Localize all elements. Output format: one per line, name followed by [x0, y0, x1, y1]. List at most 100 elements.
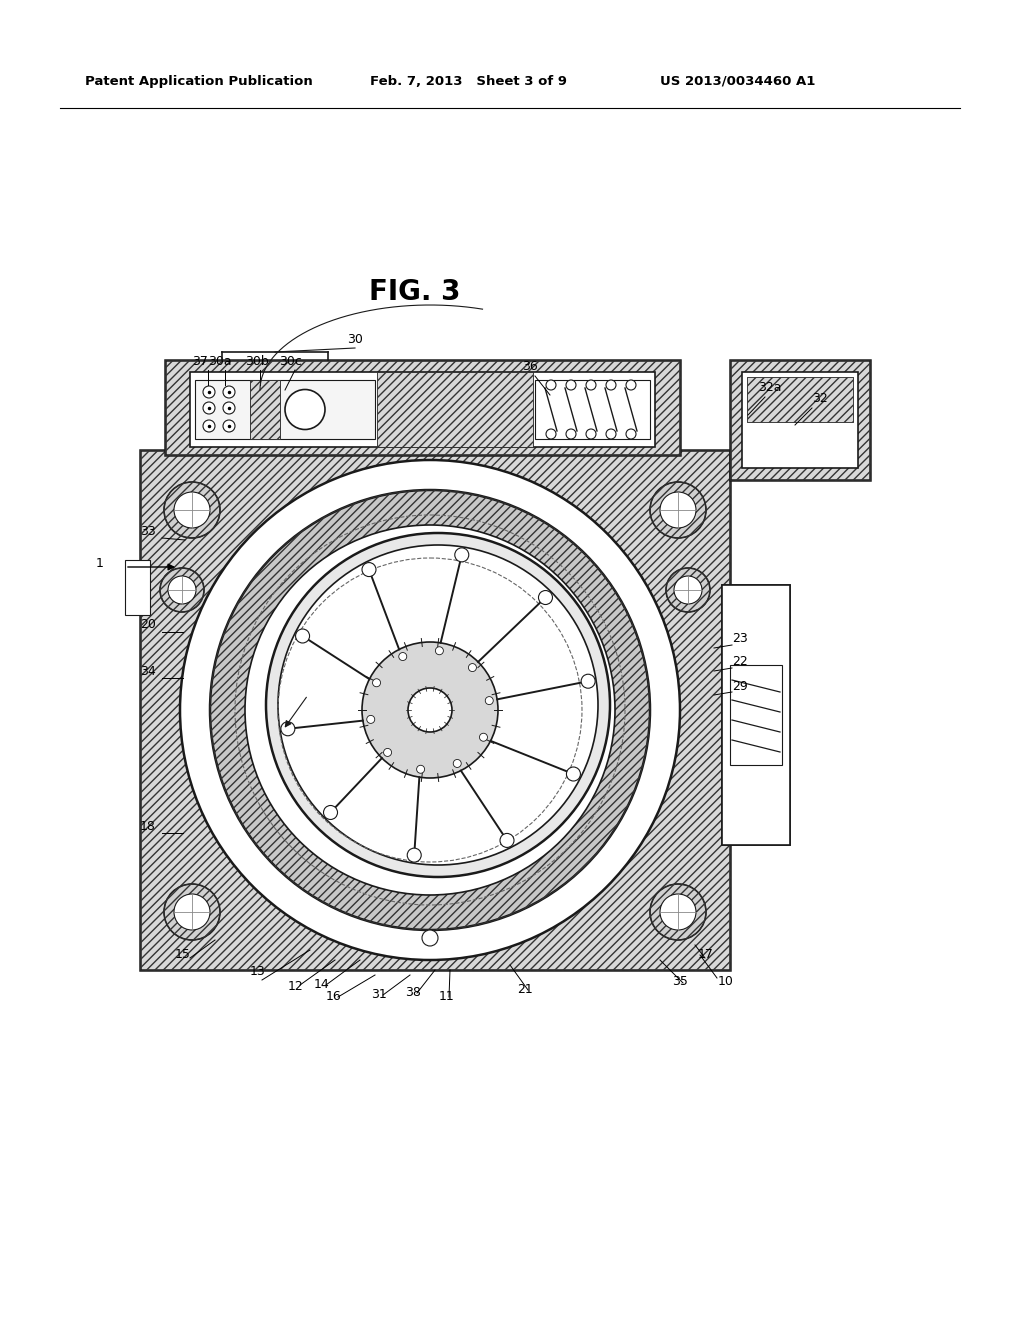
- Circle shape: [500, 833, 514, 847]
- Circle shape: [223, 385, 234, 399]
- Circle shape: [566, 380, 575, 389]
- Bar: [722, 585, 790, 845]
- Circle shape: [245, 525, 615, 895]
- Text: 20: 20: [140, 618, 156, 631]
- Bar: [377, 372, 534, 447]
- Text: Patent Application Publication: Patent Application Publication: [85, 75, 312, 88]
- Text: 37: 37: [193, 355, 208, 368]
- Circle shape: [160, 568, 204, 612]
- Circle shape: [164, 884, 220, 940]
- Text: 32: 32: [812, 392, 827, 405]
- Text: Feb. 7, 2013   Sheet 3 of 9: Feb. 7, 2013 Sheet 3 of 9: [370, 75, 567, 88]
- Text: US 2013/0034460 A1: US 2013/0034460 A1: [660, 75, 815, 88]
- Bar: [742, 372, 858, 469]
- Text: 21: 21: [517, 983, 532, 997]
- Circle shape: [362, 642, 498, 777]
- Text: 23: 23: [732, 632, 748, 645]
- Circle shape: [566, 767, 581, 781]
- Circle shape: [435, 647, 443, 655]
- Bar: [190, 372, 655, 447]
- Circle shape: [203, 403, 215, 414]
- Bar: [140, 450, 730, 970]
- Bar: [165, 360, 680, 455]
- Circle shape: [203, 420, 215, 432]
- Bar: [125, 560, 150, 615]
- Text: 31: 31: [371, 987, 387, 1001]
- Circle shape: [174, 894, 210, 931]
- Circle shape: [174, 492, 210, 528]
- Bar: [722, 585, 790, 845]
- Circle shape: [479, 733, 487, 742]
- Text: 10: 10: [718, 975, 734, 987]
- Bar: [730, 360, 870, 480]
- Bar: [195, 380, 375, 440]
- Circle shape: [296, 630, 309, 643]
- Circle shape: [606, 429, 616, 440]
- Bar: [746, 378, 853, 421]
- Text: 17: 17: [698, 948, 714, 961]
- Circle shape: [373, 678, 381, 686]
- Text: 22: 22: [732, 655, 748, 668]
- Circle shape: [422, 931, 438, 946]
- Text: 12: 12: [288, 979, 304, 993]
- Circle shape: [281, 722, 295, 735]
- Circle shape: [285, 389, 325, 429]
- Text: 35: 35: [672, 975, 688, 987]
- Circle shape: [408, 688, 452, 733]
- Circle shape: [367, 715, 375, 723]
- Circle shape: [223, 403, 234, 414]
- Circle shape: [454, 759, 461, 767]
- Circle shape: [660, 894, 696, 931]
- Text: 32a: 32a: [758, 381, 781, 393]
- Bar: [535, 380, 650, 440]
- Circle shape: [566, 429, 575, 440]
- Text: 18: 18: [140, 820, 156, 833]
- Circle shape: [408, 849, 421, 862]
- Text: 30c: 30c: [280, 355, 302, 368]
- Circle shape: [582, 675, 595, 688]
- Circle shape: [539, 590, 553, 605]
- Circle shape: [180, 459, 680, 960]
- Circle shape: [546, 380, 556, 389]
- Circle shape: [650, 884, 706, 940]
- Bar: [140, 450, 730, 970]
- Text: 13: 13: [250, 965, 266, 978]
- Circle shape: [203, 385, 215, 399]
- Bar: [377, 372, 534, 447]
- Circle shape: [223, 420, 234, 432]
- Text: 29: 29: [732, 680, 748, 693]
- Circle shape: [674, 576, 702, 605]
- Text: 11: 11: [439, 990, 455, 1003]
- Bar: [730, 665, 782, 766]
- Text: 1: 1: [96, 557, 104, 570]
- Circle shape: [626, 429, 636, 440]
- Circle shape: [468, 664, 476, 672]
- Text: 33: 33: [140, 525, 156, 539]
- Circle shape: [266, 533, 610, 876]
- Text: 15: 15: [175, 948, 190, 961]
- Circle shape: [650, 482, 706, 539]
- Circle shape: [666, 568, 710, 612]
- Circle shape: [660, 492, 696, 528]
- Circle shape: [546, 429, 556, 440]
- Circle shape: [362, 562, 376, 577]
- Text: 16: 16: [326, 990, 342, 1003]
- Circle shape: [586, 429, 596, 440]
- Text: 34: 34: [140, 665, 156, 678]
- Circle shape: [626, 380, 636, 389]
- Circle shape: [586, 380, 596, 389]
- Text: 30: 30: [347, 333, 362, 346]
- Circle shape: [398, 652, 407, 660]
- Circle shape: [606, 380, 616, 389]
- Circle shape: [168, 576, 196, 605]
- Circle shape: [164, 482, 220, 539]
- Bar: [165, 360, 680, 455]
- Text: 38: 38: [406, 986, 421, 999]
- Text: 30b: 30b: [245, 355, 269, 368]
- Text: FIG. 3: FIG. 3: [370, 279, 461, 306]
- Circle shape: [485, 697, 494, 705]
- Text: 36: 36: [522, 360, 538, 374]
- Circle shape: [324, 805, 338, 820]
- Bar: [250, 380, 280, 440]
- Text: 14: 14: [314, 978, 330, 991]
